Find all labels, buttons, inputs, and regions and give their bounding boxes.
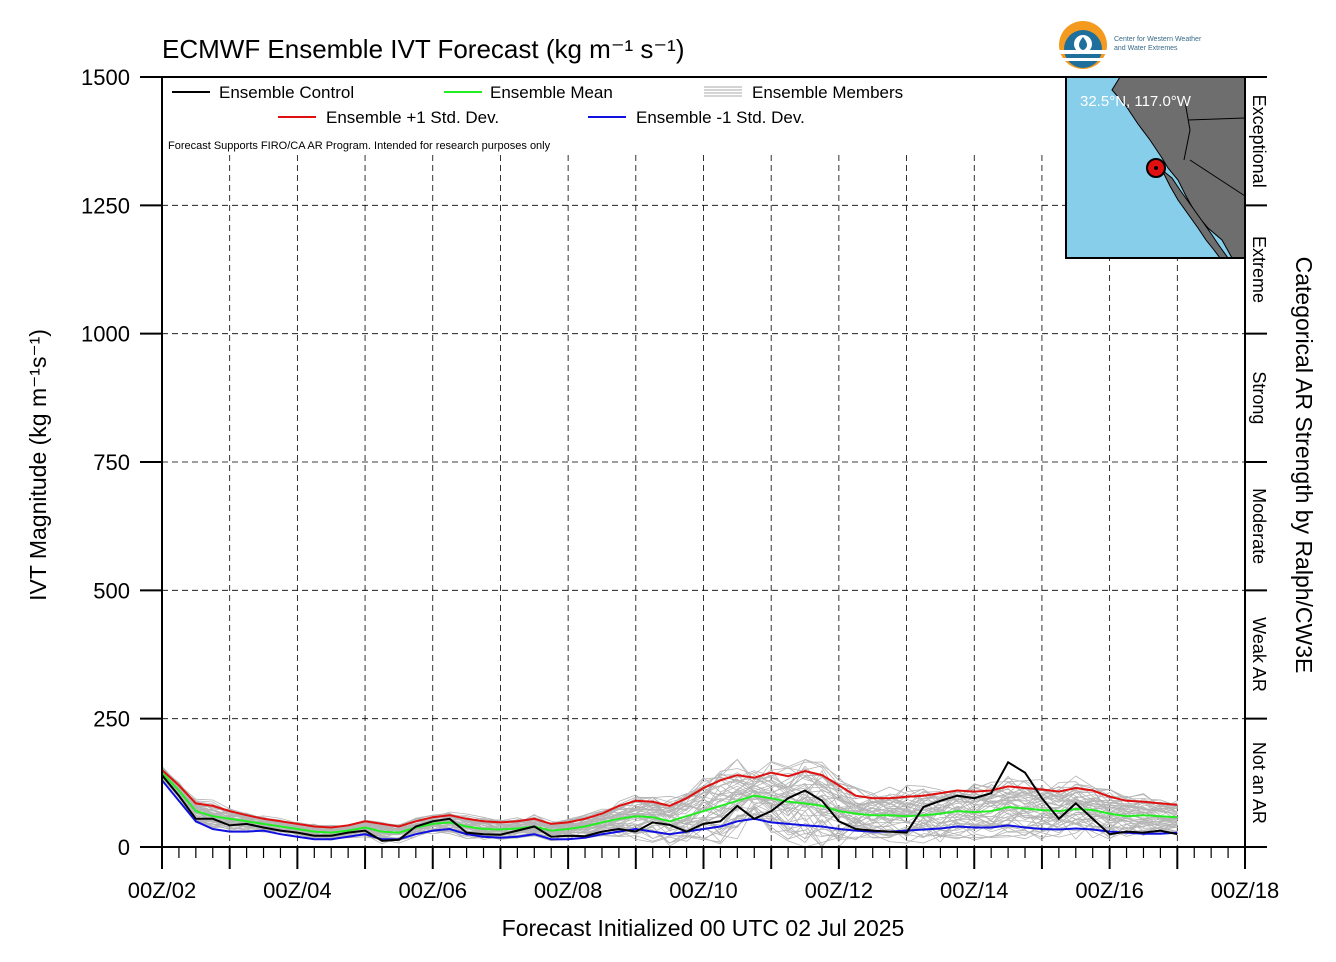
plot-area: 0 250 500 750 1000 1250 1500 00Z/02 00Z/04 00Z/06… bbox=[81, 65, 1279, 903]
legend-label-minus-std: Ensemble -1 Std. Dev. bbox=[636, 108, 805, 127]
chart-title: ECMWF Ensemble IVT Forecast (kg m⁻¹ s⁻¹) bbox=[162, 34, 684, 64]
y-tick-label: 500 bbox=[93, 578, 130, 603]
legend-label-members: Ensemble Members bbox=[752, 83, 903, 102]
y-tick-label: 250 bbox=[93, 707, 130, 732]
mean-line bbox=[161, 771, 1178, 834]
category-label: Weak AR bbox=[1249, 617, 1269, 692]
logo-line-1: Center for Western Weather bbox=[1114, 36, 1202, 43]
member-line bbox=[161, 765, 1178, 829]
y-tick-label: 750 bbox=[93, 450, 130, 475]
x-tick-label: 00Z/18 bbox=[1211, 878, 1280, 903]
legend-label-plus-std: Ensemble +1 Std. Dev. bbox=[326, 108, 499, 127]
inset-coordinates: 32.5°N, 117.0°W bbox=[1080, 93, 1192, 110]
category-label: Extreme bbox=[1249, 236, 1269, 303]
control-line bbox=[161, 760, 1178, 842]
disclaimer-note: Forecast Supports FIRO/CA AR Program. In… bbox=[168, 140, 551, 152]
category-label: Exceptional bbox=[1249, 95, 1269, 188]
category-label: Not an AR bbox=[1249, 742, 1269, 824]
legend-swatch-members bbox=[704, 86, 742, 97]
y-tick-label: 1000 bbox=[81, 322, 130, 347]
y-axis-label: IVT Magnitude (kg m⁻¹s⁻¹) bbox=[25, 329, 51, 601]
x-tick-label: 00Z/08 bbox=[534, 878, 603, 903]
x-axis-label: Forecast Initialized 00 UTC 02 Jul 2025 bbox=[502, 915, 905, 941]
minus-std-line bbox=[161, 779, 1178, 841]
legend: Ensemble Control Ensemble Mean Ensemble … bbox=[172, 83, 903, 127]
location-inset-map: 32.5°N, 117.0°W bbox=[1065, 76, 1246, 259]
y-tick-label: 1250 bbox=[81, 193, 130, 218]
cw3e-logo: Center for Western Weather and Water Ext… bbox=[1059, 21, 1202, 69]
plus-std-line bbox=[161, 769, 1178, 829]
category-label: Strong bbox=[1249, 371, 1269, 424]
x-tick-label: 00Z/16 bbox=[1075, 878, 1144, 903]
x-tick-label: 00Z/04 bbox=[263, 878, 332, 903]
x-tick-label: 00Z/02 bbox=[128, 878, 197, 903]
y-tick-label: 1500 bbox=[81, 65, 130, 90]
legend-label-control: Ensemble Control bbox=[219, 83, 354, 102]
y-tick-label: 0 bbox=[118, 835, 130, 860]
member-line bbox=[161, 758, 1178, 831]
x-tick-label: 00Z/06 bbox=[399, 878, 468, 903]
right-axis-label: Categorical AR Strength by Ralph/CW3E bbox=[1291, 257, 1317, 674]
logo-line-2: and Water Extremes bbox=[1114, 45, 1178, 52]
x-tick-label: 00Z/12 bbox=[805, 878, 874, 903]
legend-label-mean: Ensemble Mean bbox=[490, 83, 613, 102]
category-label: Moderate bbox=[1249, 488, 1269, 564]
x-tick-label: 00Z/14 bbox=[940, 878, 1009, 903]
x-tick-label: 00Z/10 bbox=[669, 878, 738, 903]
